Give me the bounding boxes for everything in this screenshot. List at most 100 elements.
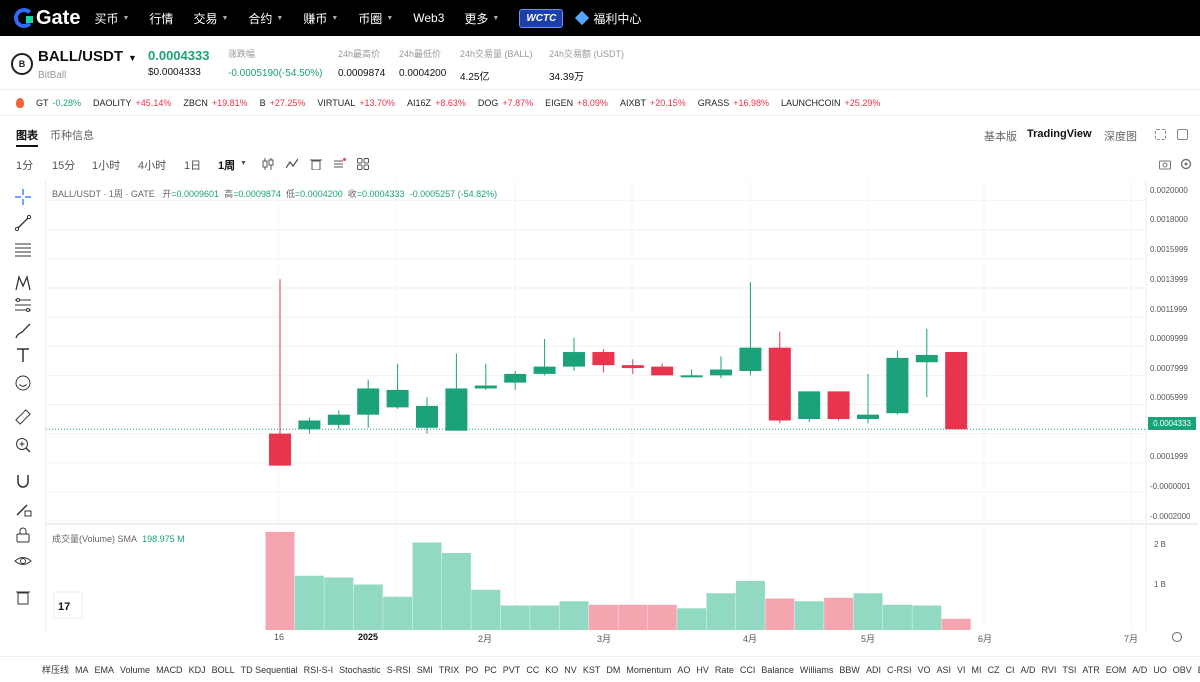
indicator-item[interactable]: VI	[956, 664, 966, 675]
nav-item[interactable]: 更多 ▼	[464, 10, 499, 27]
indicator-item[interactable]: TSI	[1062, 664, 1077, 675]
indicator-item[interactable]: PVT	[502, 664, 521, 675]
lock-pencil-icon[interactable]	[14, 500, 32, 518]
nav-item[interactable]: Web3	[413, 11, 444, 25]
nav-item[interactable]: 交易 ▼	[193, 10, 228, 27]
nav-item[interactable]: 赚币 ▼	[303, 10, 338, 27]
nav-item[interactable]: 买币 ▼	[94, 10, 129, 27]
indicator-item[interactable]: A/D	[1020, 664, 1036, 675]
indicator-item[interactable]: MA	[75, 664, 89, 675]
indicator-item[interactable]: AO	[677, 664, 691, 675]
indicator-item[interactable]: EOM	[1105, 664, 1127, 675]
indicator-item[interactable]: RSI-S-I	[303, 664, 334, 675]
gate-logo[interactable]: Gate	[14, 7, 80, 30]
interval-option[interactable]: 1日	[184, 160, 202, 172]
indicator-item[interactable]: MACD	[156, 664, 183, 675]
indicator-item[interactable]: CCI	[739, 664, 756, 675]
delete-icon[interactable]	[14, 588, 32, 606]
interval-option[interactable]: 15分	[52, 160, 76, 172]
indicator-item[interactable]: KST	[582, 664, 601, 675]
lock-icon[interactable]	[14, 526, 32, 544]
eye-icon[interactable]	[14, 552, 32, 570]
indicator-item[interactable]: Volume	[120, 664, 151, 675]
indicator-item[interactable]: EMA	[94, 664, 115, 675]
camera-icon[interactable]	[1159, 158, 1171, 170]
ticker-item[interactable]: LAUNCHCOIN +25.29%	[781, 98, 880, 108]
candle-type-icon[interactable]	[262, 158, 274, 170]
indicator-item[interactable]: ATR	[1082, 664, 1100, 675]
axis-settings-icon[interactable]	[1172, 632, 1182, 642]
interval-option[interactable]: 1周	[218, 160, 236, 172]
indicator-item[interactable]: SMI	[416, 664, 433, 675]
indicator-item[interactable]: Williams	[799, 664, 834, 675]
interval-option[interactable]: 1分	[16, 160, 34, 172]
indicator-item[interactable]: 样压线	[42, 665, 70, 675]
brush-icon[interactable]	[14, 322, 32, 340]
settings-gear-icon[interactable]	[1180, 158, 1192, 170]
ticker-item[interactable]: VIRTUAL +13.70%	[317, 98, 395, 108]
ticker-item[interactable]: GT -0.28%	[36, 98, 81, 108]
zoom-in-icon[interactable]	[14, 436, 32, 454]
tab-chart[interactable]: 图表	[16, 130, 38, 142]
indicator-item[interactable]: Rate	[714, 664, 734, 675]
tab-coin-info[interactable]: 币种信息	[50, 130, 94, 142]
indicator-item[interactable]: Balance	[761, 664, 794, 675]
wctc-badge[interactable]: WCTC	[519, 8, 564, 28]
indicator-item[interactable]: PC	[484, 664, 497, 675]
fib-icon[interactable]	[14, 296, 32, 314]
indicator-item[interactable]: TRIX	[438, 664, 460, 675]
layout-grid-icon[interactable]	[357, 158, 369, 170]
ticker-item[interactable]: DOG +7.87%	[478, 98, 533, 108]
trend-line-icon[interactable]	[14, 214, 32, 232]
tab-depth[interactable]: 深度图	[1104, 131, 1137, 143]
indicator-item[interactable]: HV	[696, 664, 709, 675]
horizontal-lines-icon[interactable]	[14, 240, 32, 258]
indicator-item[interactable]: CZ	[987, 664, 1000, 675]
indicator-item[interactable]: VO	[917, 664, 931, 675]
text-tool-icon[interactable]	[14, 346, 32, 364]
ticker-item[interactable]: DAOLITY +45.14%	[93, 98, 171, 108]
indicator-item[interactable]: Elder's C	[1198, 665, 1200, 675]
indicator-item[interactable]: ASI	[936, 664, 951, 675]
ticker-item[interactable]: ZBCN +19.81%	[183, 98, 247, 108]
indicator-item[interactable]: CI	[1005, 664, 1015, 675]
indicator-item[interactable]: BBW	[839, 664, 860, 675]
fullscreen-icon[interactable]	[1155, 129, 1166, 140]
indicator-item[interactable]: KO	[545, 664, 559, 675]
indicator-item[interactable]: OBV	[1172, 664, 1192, 675]
pattern-icon[interactable]	[14, 274, 32, 292]
magnet-icon[interactable]	[14, 472, 32, 490]
window-icon[interactable]	[1177, 129, 1188, 140]
indicator-item[interactable]: RVI	[1041, 664, 1057, 675]
ticker-item[interactable]: AIXBT +20.15%	[620, 98, 686, 108]
welfare-center-link[interactable]: 福利中心	[575, 10, 641, 27]
indicator-item[interactable]: MI	[971, 664, 982, 675]
indicator-item[interactable]: Stochastic	[339, 664, 381, 675]
indicator-item[interactable]: KDJ	[188, 664, 206, 675]
tab-basic[interactable]: 基本版	[984, 131, 1017, 143]
nav-item[interactable]: 合约 ▼	[248, 10, 283, 27]
indicator-item[interactable]: ADI	[865, 664, 881, 675]
indicator-item[interactable]: UO	[1153, 664, 1167, 675]
indicator-item[interactable]: TD Sequential	[240, 664, 298, 675]
ticker-item[interactable]: B +27.25%	[260, 98, 306, 108]
list-settings-icon[interactable]	[334, 158, 346, 170]
nav-item[interactable]: 币圈 ▼	[358, 10, 393, 27]
indicator-item[interactable]: PO	[465, 664, 479, 675]
indicator-item[interactable]: BOLL	[211, 664, 235, 675]
chart-area[interactable]: 17 BALL/USDT · 1周 · GATE 开=0.0009601 高=0…	[46, 180, 1198, 630]
chevron-down-icon[interactable]: ▼	[240, 160, 247, 167]
price-chart-svg[interactable]: 17	[46, 180, 1198, 630]
tab-tradingview[interactable]: TradingView	[1027, 128, 1092, 140]
indicator-item[interactable]: A/D	[1132, 664, 1148, 675]
ticker-item[interactable]: GRASS +16.98%	[698, 98, 769, 108]
indicator-item[interactable]: Momentum	[626, 664, 672, 675]
nav-item[interactable]: 行情	[149, 10, 173, 27]
indicator-item[interactable]: DM	[606, 664, 621, 675]
indicator-item[interactable]: CC	[526, 664, 540, 675]
crosshair-icon[interactable]	[14, 188, 32, 206]
indicator-item[interactable]: NV	[564, 664, 577, 675]
indicator-item[interactable]: C-RSI	[886, 664, 912, 675]
indicator-item[interactable]: S-RSI	[386, 664, 411, 675]
emoji-icon[interactable]	[14, 374, 32, 392]
